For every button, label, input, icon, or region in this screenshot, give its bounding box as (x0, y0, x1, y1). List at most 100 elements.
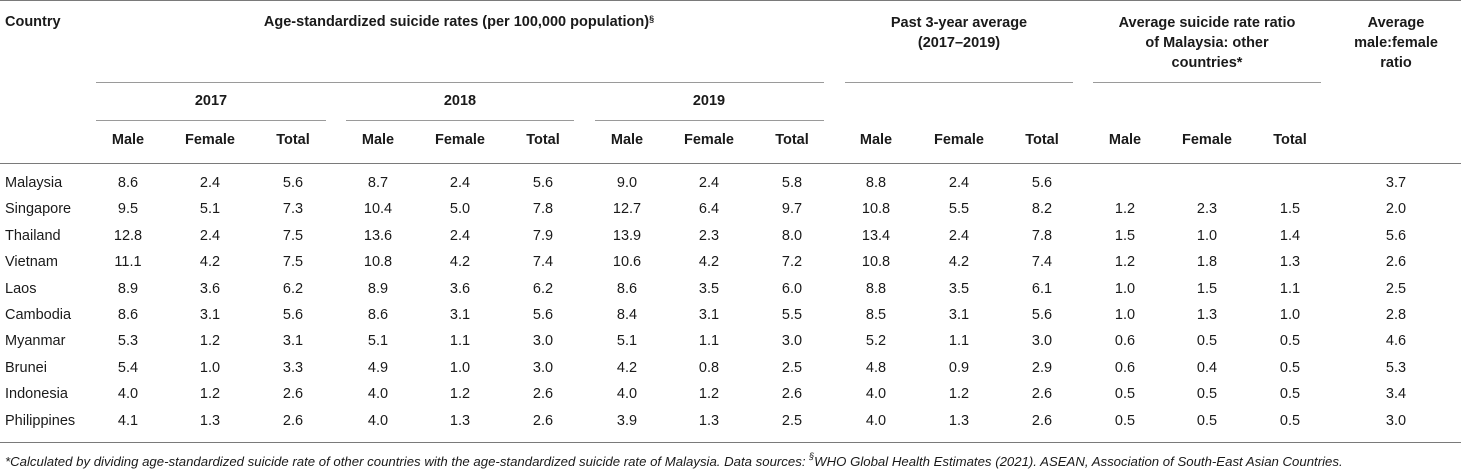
avg-header-line1: Past 3-year average (890, 15, 1028, 31)
column-header-female: Female (684, 132, 734, 148)
column-header-male: Male (610, 132, 644, 148)
table-cell: 1.3 (199, 413, 221, 429)
table-cell: 3.9 (616, 413, 638, 429)
table-cell: 1.0 (1279, 307, 1301, 323)
table-cell: 5.4 (117, 360, 139, 376)
table-cell: 4.2 (698, 254, 720, 270)
table-cell: 0.5 (1279, 333, 1301, 349)
table-cell: 3.4 (1385, 386, 1407, 402)
table-cell: 4.2 (199, 254, 221, 270)
year-2017-rule (96, 120, 326, 121)
table-cell: 3.5 (698, 281, 720, 297)
table-cell: 0.6 (1114, 333, 1136, 349)
table-cell: 1.5 (1114, 228, 1136, 244)
table-cell: 5.6 (1031, 175, 1053, 191)
table-cell: 1.2 (1114, 201, 1136, 217)
table-cell: 2.6 (532, 386, 554, 402)
row-country-cambodia: Cambodia (5, 307, 72, 323)
table-cell: 0.6 (1114, 360, 1136, 376)
table-cell: 1.2 (698, 386, 720, 402)
table-cell: 11.1 (114, 254, 142, 270)
rates-header-text: Age-standardized suicide rates (per 100,… (263, 14, 650, 30)
table-cell: 0.5 (1196, 386, 1218, 402)
table-cell: 10.8 (861, 201, 891, 217)
table-cell: 3.0 (532, 333, 554, 349)
ratio-group-rule (1093, 82, 1321, 83)
table-cell: 4.2 (948, 254, 970, 270)
column-header-female: Female (435, 132, 485, 148)
year-header-2019: 2019 (692, 93, 726, 109)
table-cell: 3.0 (532, 360, 554, 376)
row-country-vietnam: Vietnam (5, 254, 58, 270)
table-cell: 5.6 (532, 307, 554, 323)
footnote-part1: *Calculated by dividing age-standardized… (5, 454, 810, 469)
table-cell: 4.0 (865, 386, 887, 402)
table-cell: 8.7 (367, 175, 389, 191)
table-cell: 7.4 (1031, 254, 1053, 270)
table-cell: 10.8 (363, 254, 393, 270)
table-cell: 1.3 (948, 413, 970, 429)
table-cell: 1.5 (1279, 201, 1301, 217)
table-cell: 0.5 (1196, 413, 1218, 429)
table-cell: 12.7 (612, 201, 642, 217)
row-country-philippines: Philippines (5, 413, 76, 429)
table-cell: 6.2 (282, 281, 304, 297)
table-cell: 1.3 (1196, 307, 1218, 323)
table-cell: 2.6 (282, 413, 304, 429)
column-header-female: Female (1182, 132, 1232, 148)
table-cell: 4.1 (117, 413, 139, 429)
table-cell: 13.6 (363, 228, 393, 244)
table-cell: 5.3 (117, 333, 139, 349)
table-cell: 8.4 (616, 307, 638, 323)
year-header-2017: 2017 (194, 93, 228, 109)
table-cell: 0.8 (698, 360, 720, 376)
row-country-laos: Laos (5, 281, 37, 297)
row-country-brunei: Brunei (5, 360, 47, 376)
table-cell: 1.8 (1196, 254, 1218, 270)
table-cell: 1.0 (1196, 228, 1218, 244)
rates-group-rule (96, 82, 824, 83)
table-cell: 3.5 (948, 281, 970, 297)
ratio-header: Average suicide rate ratio of Malaysia: … (1119, 13, 1296, 73)
table-cell: 2.6 (1031, 386, 1053, 402)
table-cell: 4.2 (449, 254, 471, 270)
table-cell: 9.7 (781, 201, 803, 217)
column-header-female: Female (185, 132, 235, 148)
table-cell: 5.6 (282, 307, 304, 323)
table-cell: 0.5 (1279, 360, 1301, 376)
table-cell: 7.2 (781, 254, 803, 270)
avg-header-line2: (2017–2019) (917, 35, 1001, 51)
column-header-total: Total (1025, 132, 1059, 148)
table-cell: 3.3 (282, 360, 304, 376)
table-cell: 1.1 (449, 333, 471, 349)
table-cell: 2.4 (449, 175, 471, 191)
table-cell: 6.1 (1031, 281, 1053, 297)
table-cell: 2.4 (948, 228, 970, 244)
table-cell: 2.4 (449, 228, 471, 244)
column-header-female: Female (934, 132, 984, 148)
table-cell: 8.9 (367, 281, 389, 297)
row-country-singapore: Singapore (5, 201, 72, 217)
table-cell: 5.0 (449, 201, 471, 217)
mf-ratio-header: Average male:female ratio (1354, 13, 1438, 73)
column-header-total: Total (1273, 132, 1307, 148)
table-cell: 7.8 (532, 201, 554, 217)
table-cell: 8.8 (865, 281, 887, 297)
table-cell: 2.6 (532, 413, 554, 429)
table-cell: 10.8 (861, 254, 891, 270)
footnote: *Calculated by dividing age-standardized… (5, 451, 1343, 469)
table-cell: 8.2 (1031, 201, 1053, 217)
table-bottom-rule (0, 442, 1461, 443)
table-cell: 2.6 (1385, 254, 1407, 270)
table-cell: 9.5 (117, 201, 139, 217)
table-cell: 5.5 (948, 201, 970, 217)
table-cell: 4.0 (865, 413, 887, 429)
table-cell: 2.4 (199, 228, 221, 244)
rates-header-mark: § (649, 14, 655, 24)
table-cell: 1.3 (449, 413, 471, 429)
table-cell: 3.1 (698, 307, 720, 323)
table-cell: 1.2 (199, 333, 221, 349)
column-header-male: Male (361, 132, 395, 148)
rates-header: Age-standardized suicide rates (per 100,… (264, 13, 654, 32)
table-cell: 5.6 (532, 175, 554, 191)
